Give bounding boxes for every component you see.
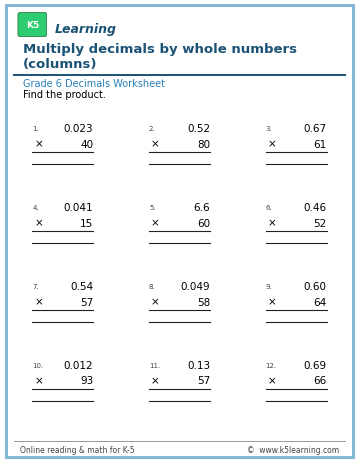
Text: 0.46: 0.46 xyxy=(304,202,327,213)
Text: 9.: 9. xyxy=(266,283,272,289)
Text: 6.: 6. xyxy=(266,205,272,211)
Text: 4.: 4. xyxy=(32,205,39,211)
Text: 80: 80 xyxy=(197,139,210,150)
Text: 3.: 3. xyxy=(266,126,272,132)
Text: ×: × xyxy=(267,218,276,228)
Text: Grade 6 Decimals Worksheet: Grade 6 Decimals Worksheet xyxy=(23,79,165,89)
Text: 0.52: 0.52 xyxy=(187,124,210,134)
Text: ×: × xyxy=(151,218,159,228)
Text: 0.67: 0.67 xyxy=(304,124,327,134)
Text: 11.: 11. xyxy=(149,362,160,368)
Text: 0.13: 0.13 xyxy=(187,360,210,370)
Text: 0.60: 0.60 xyxy=(304,281,327,291)
Text: 0.69: 0.69 xyxy=(304,360,327,370)
Text: 0.023: 0.023 xyxy=(64,124,93,134)
Text: ©  www.k5learning.com: © www.k5learning.com xyxy=(247,444,339,454)
Text: 60: 60 xyxy=(197,218,210,228)
Text: ×: × xyxy=(267,139,276,150)
Text: ×: × xyxy=(151,375,159,386)
Text: ×: × xyxy=(34,139,43,150)
Text: 66: 66 xyxy=(313,375,327,386)
Text: 5.: 5. xyxy=(149,205,155,211)
Text: 8.: 8. xyxy=(149,283,156,289)
Text: ×: × xyxy=(34,218,43,228)
Text: 52: 52 xyxy=(313,218,327,228)
Text: 57: 57 xyxy=(80,297,93,307)
Text: 40: 40 xyxy=(80,139,93,150)
Text: 57: 57 xyxy=(197,375,210,386)
Text: Online reading & math for K-5: Online reading & math for K-5 xyxy=(20,444,134,454)
Text: Multiply decimals by whole numbers: Multiply decimals by whole numbers xyxy=(23,43,297,56)
Text: 58: 58 xyxy=(197,297,210,307)
Text: (columns): (columns) xyxy=(23,57,98,70)
Text: 10.: 10. xyxy=(32,362,43,368)
Text: 61: 61 xyxy=(313,139,327,150)
Text: 0.012: 0.012 xyxy=(64,360,93,370)
Text: ×: × xyxy=(151,139,159,150)
FancyBboxPatch shape xyxy=(6,6,353,457)
Text: 0.54: 0.54 xyxy=(70,281,93,291)
Text: 7.: 7. xyxy=(32,283,39,289)
Text: ×: × xyxy=(151,297,159,307)
Text: 6.6: 6.6 xyxy=(194,202,210,213)
Text: ×: × xyxy=(267,297,276,307)
Text: 15: 15 xyxy=(80,218,93,228)
Text: 64: 64 xyxy=(313,297,327,307)
Text: 93: 93 xyxy=(80,375,93,386)
Text: K5: K5 xyxy=(26,21,39,30)
Text: ×: × xyxy=(34,297,43,307)
Text: ×: × xyxy=(267,375,276,386)
Text: 12.: 12. xyxy=(266,362,277,368)
FancyBboxPatch shape xyxy=(18,13,47,38)
Text: Learning: Learning xyxy=(55,23,117,36)
Text: 0.049: 0.049 xyxy=(180,281,210,291)
Text: 0.041: 0.041 xyxy=(64,202,93,213)
Text: 2.: 2. xyxy=(149,126,155,132)
Text: 1.: 1. xyxy=(32,126,39,132)
Text: Find the product.: Find the product. xyxy=(23,90,106,100)
Text: ×: × xyxy=(34,375,43,386)
